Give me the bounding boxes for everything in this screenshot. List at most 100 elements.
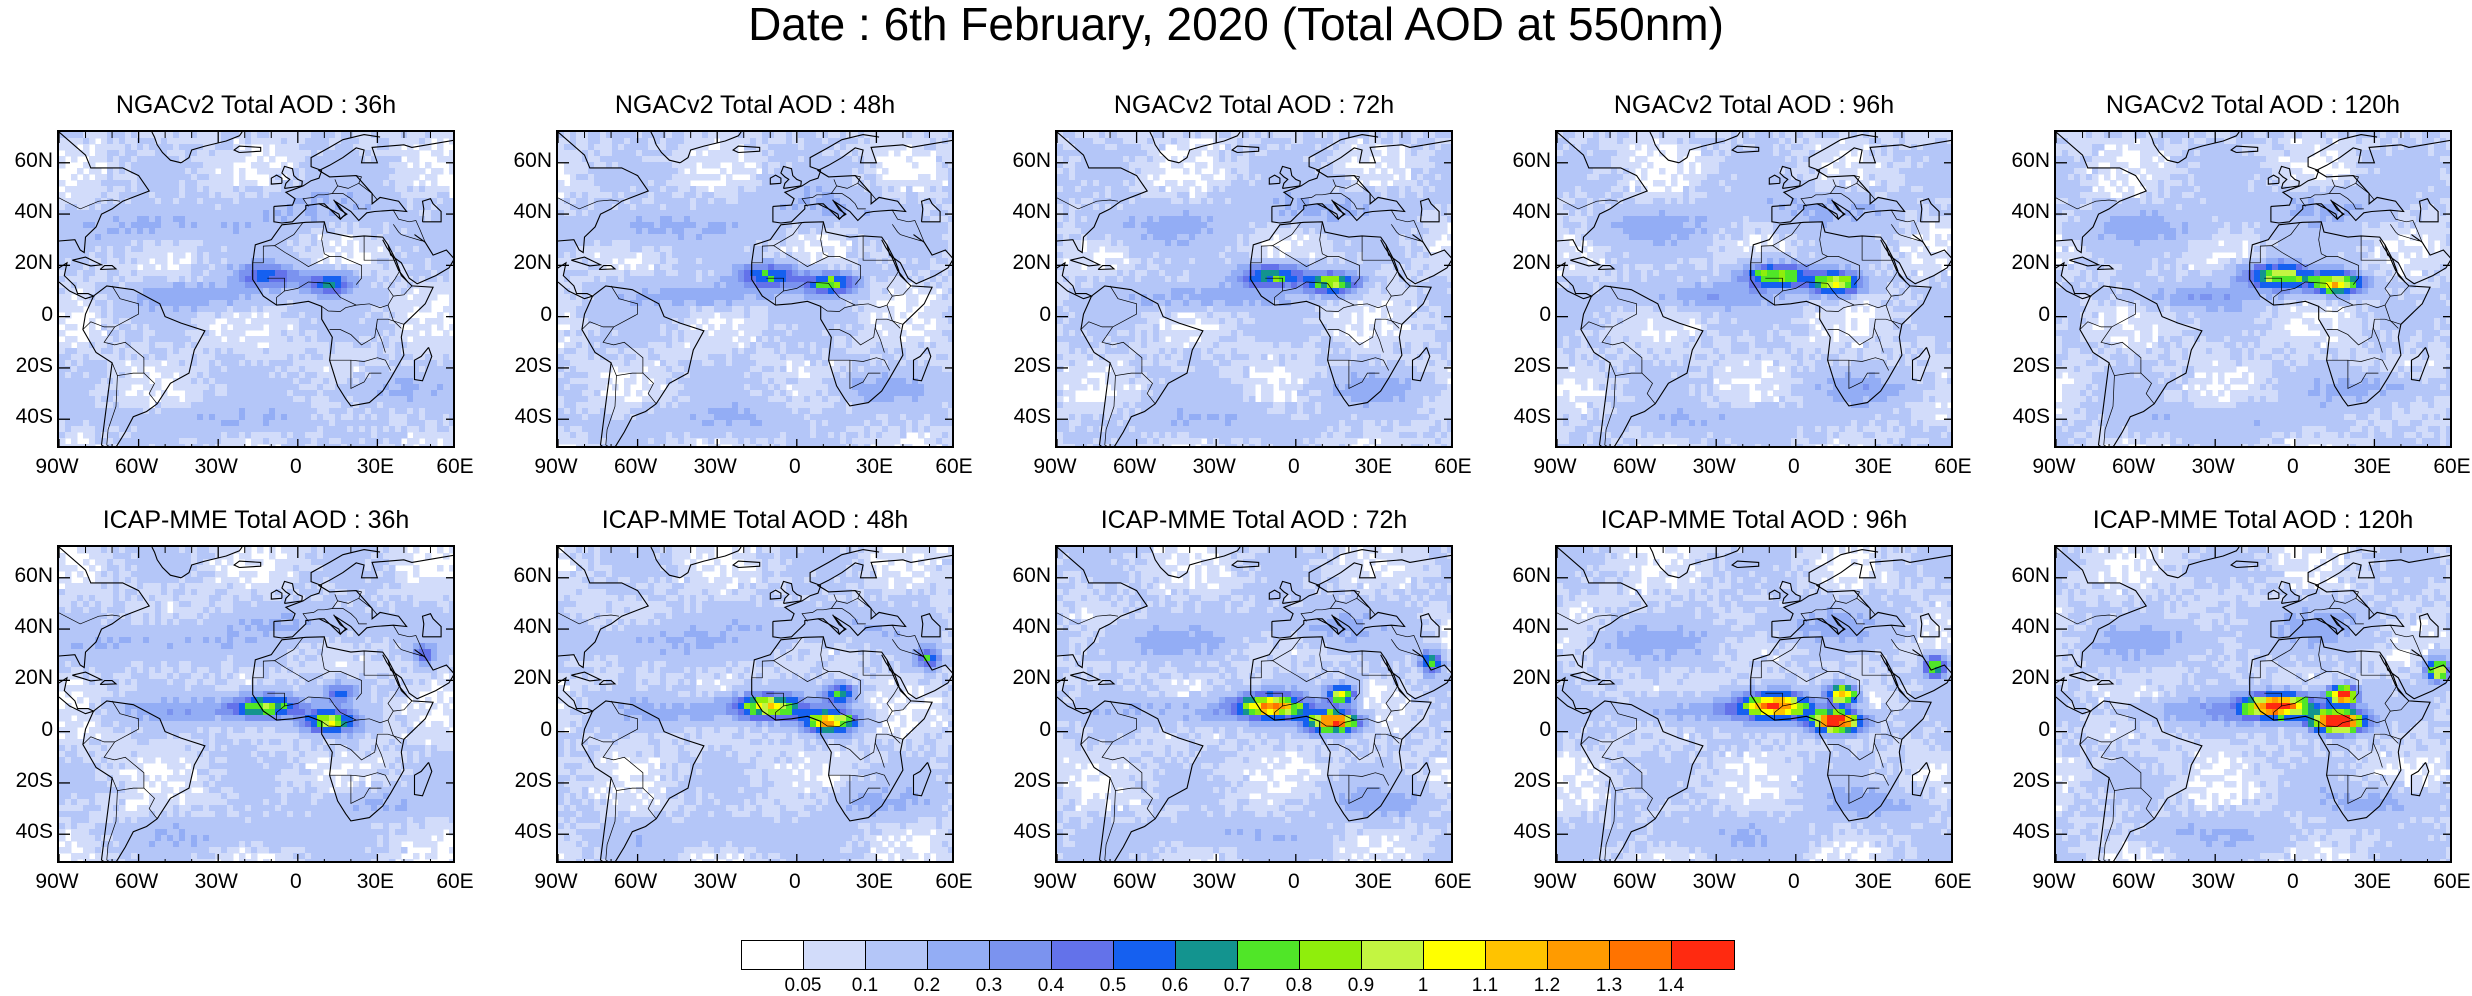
panel-title: ICAP-MME Total AOD : 48h	[555, 507, 955, 533]
lat-tick-label: 20S	[0, 355, 53, 377]
lon-tick-label: 60W	[606, 456, 666, 478]
lat-tick-label: 40N	[1495, 616, 1551, 638]
lat-tick-label: 60N	[995, 150, 1051, 172]
aod-field	[558, 547, 954, 863]
aod-map-panel	[1055, 545, 1453, 863]
aod-field	[59, 132, 455, 448]
lon-tick-label: 30E	[2342, 871, 2402, 893]
lon-tick-label: 30W	[1184, 871, 1244, 893]
colorbar-swatch	[741, 940, 805, 970]
lon-tick-label: 90W	[1025, 456, 1085, 478]
lon-tick-label: 60W	[1105, 456, 1165, 478]
lon-tick-label: 60E	[924, 456, 984, 478]
lat-tick-label: 40N	[1495, 201, 1551, 223]
lon-tick-label: 90W	[526, 871, 586, 893]
lat-tick-label: 20N	[1495, 667, 1551, 689]
lon-tick-label: 60W	[1605, 871, 1665, 893]
colorbar-swatch	[1299, 940, 1363, 970]
colorbar-swatch	[989, 940, 1053, 970]
colorbar-swatch	[1051, 940, 1115, 970]
lat-tick-label: 60N	[0, 150, 53, 172]
lon-tick-label: 60E	[425, 871, 485, 893]
lon-tick-label: 30W	[685, 871, 745, 893]
aod-shading	[2056, 547, 2452, 863]
aod-shading	[2056, 132, 2452, 448]
figure-title: Date : 6th February, 2020 (Total AOD at …	[0, 2, 2472, 46]
colorbar-label: 1.2	[1517, 976, 1577, 996]
lon-tick-label: 60W	[1105, 871, 1165, 893]
lat-tick-label: 40N	[995, 201, 1051, 223]
lon-tick-label: 30W	[2183, 871, 2243, 893]
lat-tick-label: 40N	[0, 201, 53, 223]
lat-tick-label: 40S	[1994, 821, 2050, 843]
aod-field	[1057, 547, 1453, 863]
colorbar-label: 0.6	[1145, 976, 1205, 996]
lon-tick-label: 30E	[1343, 456, 1403, 478]
lat-tick-label: 20S	[496, 770, 552, 792]
panel-title: ICAP-MME Total AOD : 120h	[2053, 507, 2453, 533]
lat-tick-label: 40N	[0, 616, 53, 638]
lat-tick-label: 0	[1495, 304, 1551, 326]
lon-tick-label: 60W	[107, 871, 167, 893]
lat-tick-label: 40N	[496, 616, 552, 638]
colorbar-swatch	[1671, 940, 1735, 970]
lon-tick-label: 0	[266, 871, 326, 893]
aod-field	[2056, 132, 2452, 448]
lat-tick-label: 20S	[0, 770, 53, 792]
lon-tick-label: 60W	[1605, 456, 1665, 478]
colorbar-label: 0.9	[1331, 976, 1391, 996]
panel-title: NGACv2 Total AOD : 72h	[1054, 92, 1454, 118]
colorbar-label: 0.2	[897, 976, 957, 996]
lon-tick-label: 60W	[2104, 456, 2164, 478]
lat-tick-label: 40N	[1994, 201, 2050, 223]
lon-tick-label: 60W	[107, 456, 167, 478]
lat-tick-label: 40S	[995, 406, 1051, 428]
lon-tick-label: 0	[1264, 456, 1324, 478]
lon-tick-label: 30W	[1184, 456, 1244, 478]
lat-tick-label: 40S	[0, 406, 53, 428]
lat-tick-label: 20N	[0, 667, 53, 689]
lon-tick-label: 0	[2263, 871, 2323, 893]
colorbar-swatch	[803, 940, 867, 970]
colorbar-swatch	[1423, 940, 1487, 970]
lon-tick-label: 0	[1264, 871, 1324, 893]
lat-tick-label: 20N	[1495, 252, 1551, 274]
aod-map-panel	[556, 130, 954, 448]
colorbar-label: 0.7	[1207, 976, 1267, 996]
lat-tick-label: 40N	[1994, 616, 2050, 638]
lat-tick-label: 60N	[1994, 565, 2050, 587]
lat-tick-label: 20S	[995, 770, 1051, 792]
panel-title: NGACv2 Total AOD : 96h	[1554, 92, 1954, 118]
panel-title: NGACv2 Total AOD : 36h	[56, 92, 456, 118]
colorbar-swatch	[1485, 940, 1549, 970]
aod-map-panel	[1555, 130, 1953, 448]
lat-tick-label: 40S	[496, 406, 552, 428]
aod-map-panel	[2054, 545, 2452, 863]
lat-tick-label: 20N	[0, 252, 53, 274]
colorbar-label: 0.5	[1083, 976, 1143, 996]
lon-tick-label: 60W	[606, 871, 666, 893]
lon-tick-label: 0	[765, 871, 825, 893]
lon-tick-label: 0	[765, 456, 825, 478]
lat-tick-label: 60N	[496, 150, 552, 172]
lat-tick-label: 20N	[995, 667, 1051, 689]
aod-map-panel	[1055, 130, 1453, 448]
colorbar-label: 1.4	[1641, 976, 1701, 996]
lon-tick-label: 30E	[844, 871, 904, 893]
lat-tick-label: 20N	[995, 252, 1051, 274]
colorbar-label: 1.3	[1579, 976, 1639, 996]
lon-tick-label: 30W	[186, 456, 246, 478]
lon-tick-label: 60E	[425, 456, 485, 478]
lat-tick-label: 0	[995, 719, 1051, 741]
colorbar-label: 0.3	[959, 976, 1019, 996]
aod-shading	[1557, 547, 1953, 863]
lon-tick-label: 60E	[2422, 871, 2472, 893]
lon-tick-label: 30E	[345, 871, 405, 893]
colorbar-swatch	[1113, 940, 1177, 970]
lat-tick-label: 0	[496, 304, 552, 326]
panel-title: NGACv2 Total AOD : 48h	[555, 92, 955, 118]
colorbar-swatch	[927, 940, 991, 970]
lon-tick-label: 60E	[1423, 871, 1483, 893]
lat-tick-label: 0	[1994, 304, 2050, 326]
aod-map-panel	[57, 545, 455, 863]
